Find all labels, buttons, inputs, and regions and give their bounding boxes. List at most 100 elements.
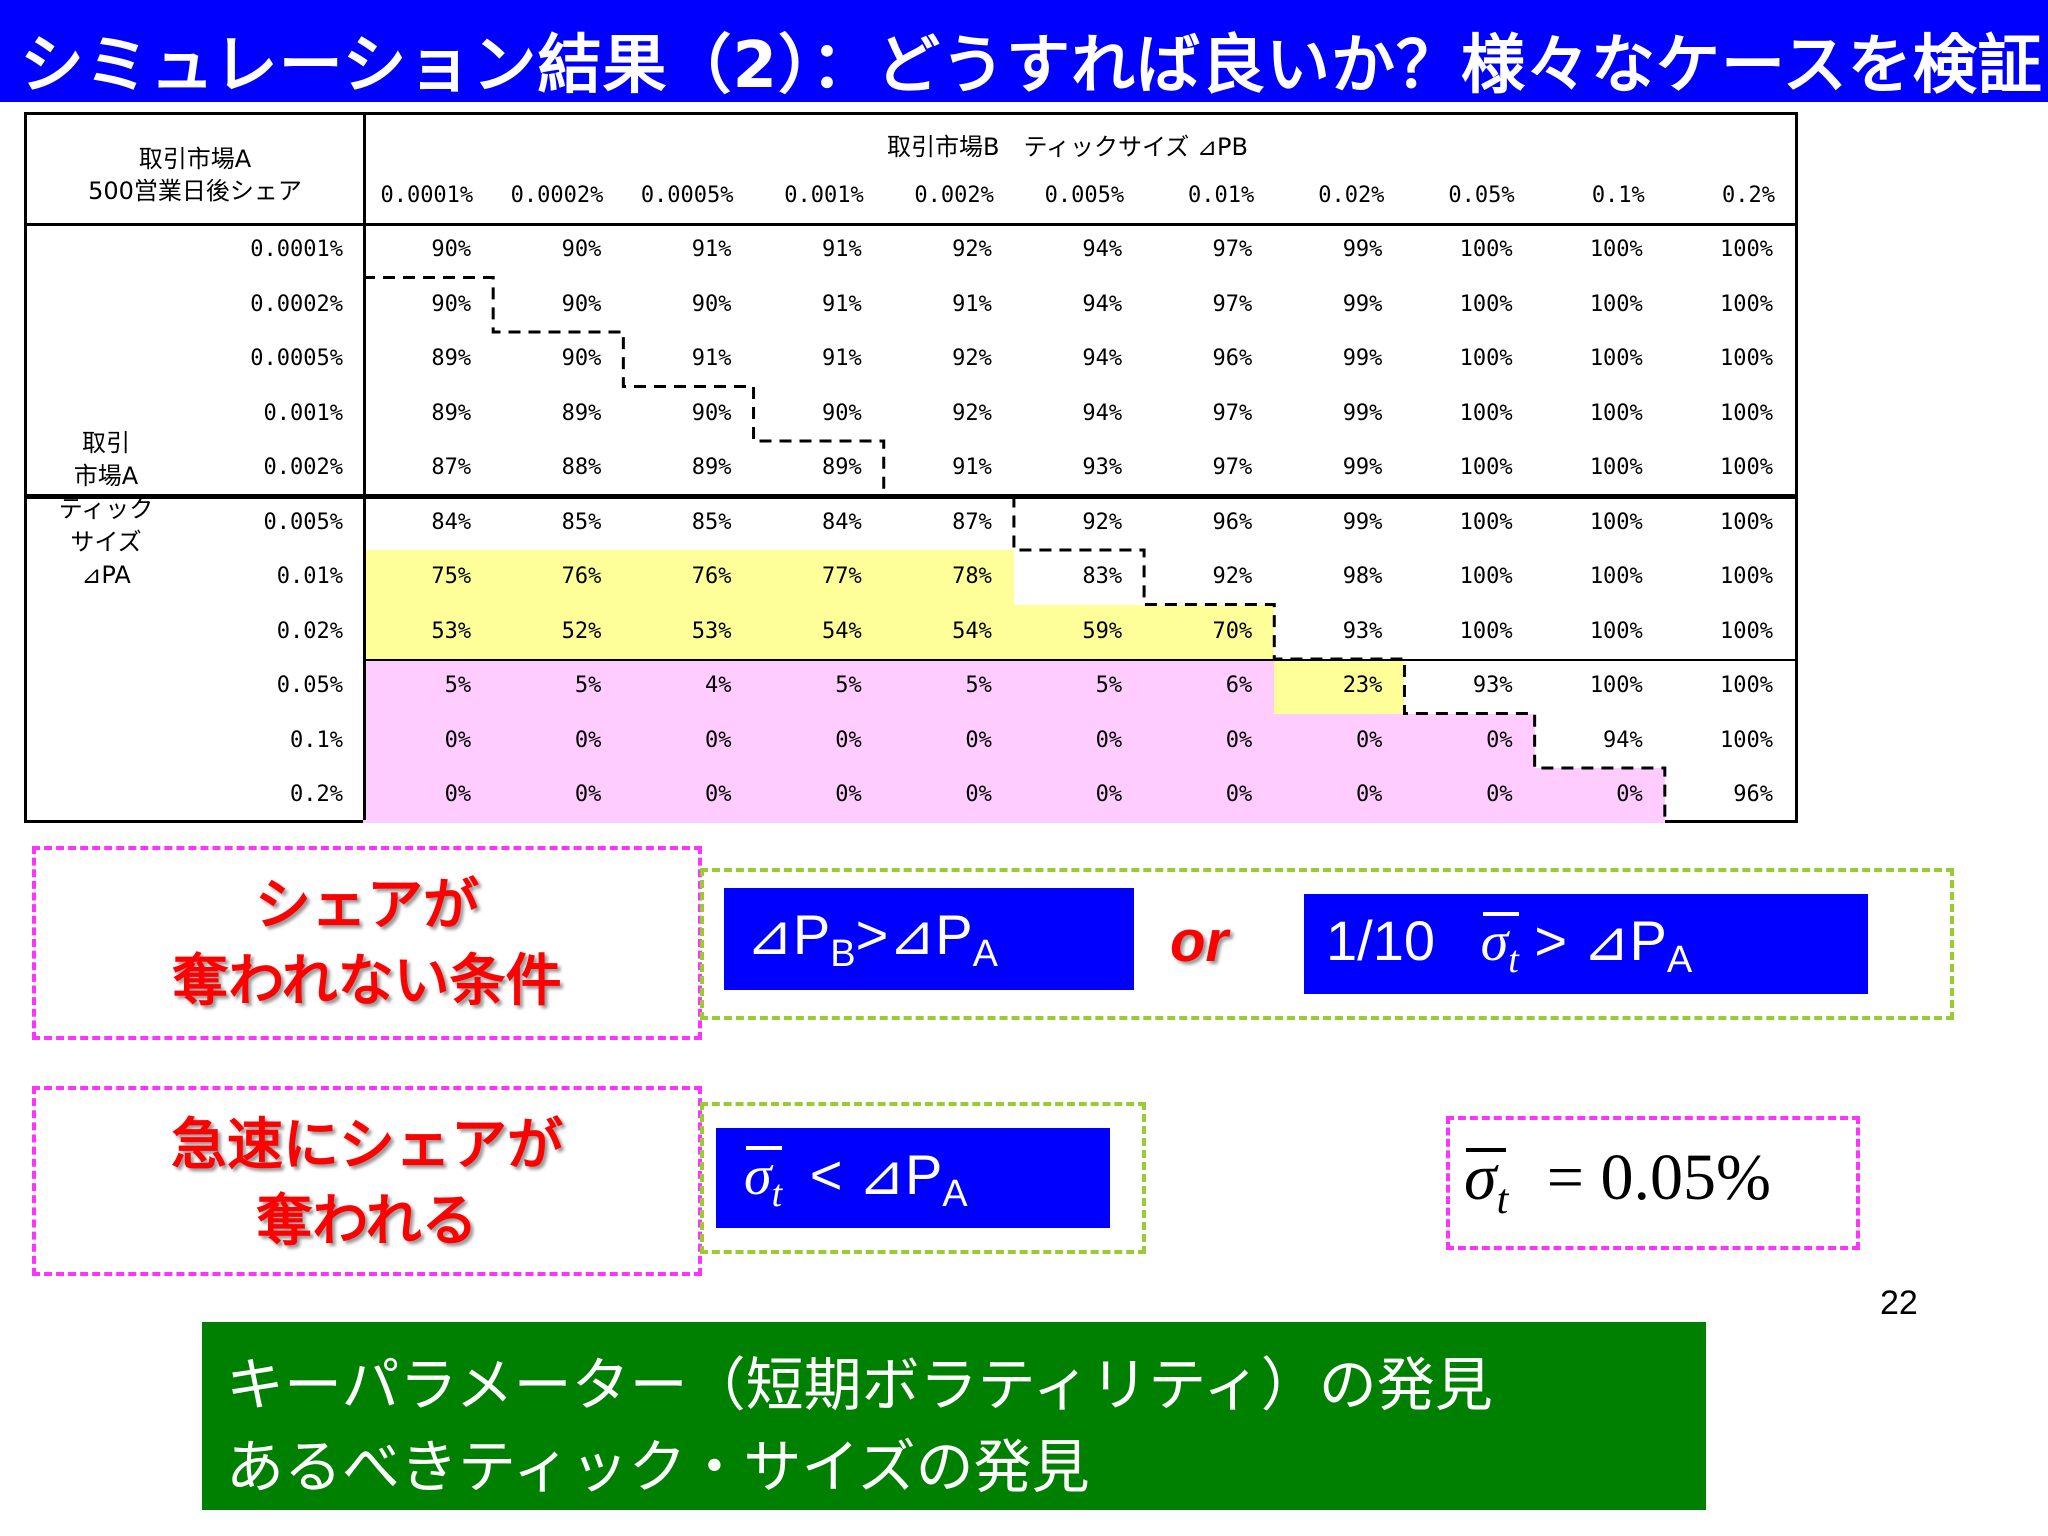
- formula-c-delta-p: ⊿P: [858, 1143, 943, 1206]
- table-cell: 98%: [1342, 564, 1383, 589]
- formula-b-gt: >: [1534, 909, 1568, 972]
- table-cell: 100%: [1589, 291, 1643, 317]
- pink-shade: [753, 659, 884, 714]
- table-cell: 0%: [965, 782, 992, 807]
- header-divider: [27, 223, 1795, 226]
- table-grid: 取引市場A 500営業日後シェア 取引市場B ティックサイズ ⊿PB 0.0001% 0…: [27, 115, 1795, 823]
- table-cell: 94%: [1082, 237, 1123, 262]
- table-cell: 91%: [952, 455, 992, 480]
- condition2-line2: 奪われる: [256, 1189, 478, 1254]
- table-cell: 0%: [444, 727, 472, 753]
- table-cell: 91%: [691, 346, 732, 371]
- column-group-label: 取引市場B ティックサイズ ⊿PB: [887, 133, 1248, 161]
- table-cell: 5%: [1095, 673, 1123, 698]
- condition1-label-box: シェアが 奪われない条件: [32, 846, 702, 1040]
- table-cell: 91%: [821, 237, 862, 262]
- table-cell: 84%: [821, 509, 862, 535]
- row-header: 0.005%: [263, 509, 343, 535]
- column-header: 0.02%: [1318, 183, 1385, 208]
- column-header: 0.002%: [914, 183, 994, 208]
- summary-box: キーパラメーター（短期ボラティリティ）の発見 あるべきティック・サイズの発見: [202, 1322, 1706, 1510]
- table-cell: 91%: [821, 291, 862, 317]
- sigma-value-sigma-bar: σt: [1464, 1140, 1508, 1224]
- formula-b-delta-p: ⊿P: [1582, 909, 1667, 972]
- first-column-divider: [363, 115, 366, 820]
- table-cell: 0%: [835, 782, 862, 807]
- yellow-shade: [1274, 659, 1405, 714]
- sigma-value-eq: =: [1546, 1141, 1584, 1214]
- table-cell: 100%: [1459, 509, 1513, 535]
- sigma-value-sigma: σ: [1464, 1141, 1497, 1214]
- pink-shade: [1144, 659, 1275, 714]
- slide-title: シミュレーション結果（2）：どうすれば良いか？様々なケースを検証: [20, 29, 2043, 103]
- table-cell: 97%: [1212, 400, 1253, 426]
- table-cell: 94%: [1082, 291, 1123, 317]
- thick-row-divider: [27, 493, 1795, 499]
- table-cell: 77%: [821, 564, 862, 589]
- results-table: 取引市場A 500営業日後シェア 取引市場B ティックサイズ ⊿PB 0.0001% 0…: [24, 112, 1798, 823]
- formula-b-sub-t: t: [1508, 939, 1519, 982]
- column-header: 0.0005%: [640, 183, 734, 208]
- title-bar: シミュレーション結果（2）：どうすれば良いか？様々なケースを検証: [0, 0, 2048, 103]
- table-cell: 0%: [1486, 782, 1513, 807]
- table-cell: 59%: [1082, 618, 1123, 644]
- row-header: 0.0005%: [250, 346, 343, 371]
- formula-c-lt: <: [809, 1143, 843, 1206]
- table-cell: 85%: [561, 509, 602, 535]
- condition1-formula-box: [700, 868, 1954, 1020]
- table-cell: 99%: [1342, 346, 1383, 371]
- pink-shade: [493, 659, 624, 714]
- formula-a-sub-a: A: [972, 933, 998, 976]
- table-cell: 96%: [1212, 509, 1253, 535]
- table-cell: 91%: [691, 237, 732, 262]
- summary-line2: あるべきティック・サイズの発見: [226, 1433, 1090, 1501]
- table-cell: 100%: [1459, 618, 1513, 644]
- sigma-value-sub-t: t: [1496, 1177, 1509, 1224]
- column-header: 0.0001%: [380, 183, 474, 208]
- table-cell: 99%: [1342, 291, 1383, 317]
- table-cell: 93%: [1082, 455, 1123, 480]
- column-header: 0.005%: [1044, 183, 1125, 208]
- condition1-line1: シェアが: [255, 873, 479, 938]
- table-cell: 91%: [952, 291, 992, 317]
- row-header: 0.05%: [276, 673, 343, 698]
- pink-shade: [363, 659, 494, 714]
- formula-b-prefix: 1/10: [1326, 909, 1435, 972]
- table-cell: 100%: [1720, 564, 1773, 589]
- table-cell: 100%: [1720, 291, 1773, 317]
- table-cell: 100%: [1589, 509, 1643, 535]
- table-cell: 92%: [952, 237, 992, 262]
- formula-c-sub-t: t: [771, 1173, 783, 1216]
- formula-a-gt: >: [855, 903, 889, 966]
- table-cell: 93%: [1472, 673, 1513, 698]
- summary-line1: キーパラメーター（短期ボラティリティ）の発見: [226, 1351, 1493, 1419]
- row-header: 0.0002%: [250, 291, 343, 317]
- formula-b-sigma-bar: σt: [1481, 908, 1519, 982]
- or-text: or: [1170, 909, 1228, 974]
- table-cell: 0%: [574, 782, 602, 807]
- table-cell: 90%: [821, 400, 862, 426]
- table-cell: 100%: [1720, 400, 1773, 426]
- table-cell: 90%: [561, 237, 602, 262]
- table-cell: 100%: [1720, 727, 1773, 753]
- table-cell: 96%: [1733, 782, 1773, 807]
- table-cell: 90%: [691, 400, 732, 426]
- sigma-value-number: 0.05%: [1600, 1141, 1771, 1214]
- table-cell: 100%: [1720, 673, 1773, 698]
- table-cell: 0%: [1486, 727, 1513, 753]
- row-header: 0.002%: [263, 455, 343, 480]
- formula-sigma-tenth-gt-pa: 1/10 σt > ⊿PA: [1304, 894, 1868, 994]
- table-cell: 0%: [1355, 782, 1383, 807]
- table-cell: 70%: [1212, 618, 1253, 644]
- table-cell: 100%: [1459, 237, 1513, 262]
- staircase-upper: [363, 276, 886, 496]
- table-cell: 100%: [1459, 400, 1513, 426]
- formula-b-sigma: σ: [1480, 911, 1509, 973]
- formula-a-delta-p: ⊿P: [746, 903, 831, 966]
- table-cell: 100%: [1589, 455, 1643, 480]
- row-header: 0.0001%: [250, 237, 343, 262]
- row-header: 0.1%: [290, 727, 343, 753]
- table-cell: 90%: [691, 291, 732, 317]
- table-cell: 97%: [1212, 455, 1253, 480]
- table-cell: 89%: [821, 455, 862, 480]
